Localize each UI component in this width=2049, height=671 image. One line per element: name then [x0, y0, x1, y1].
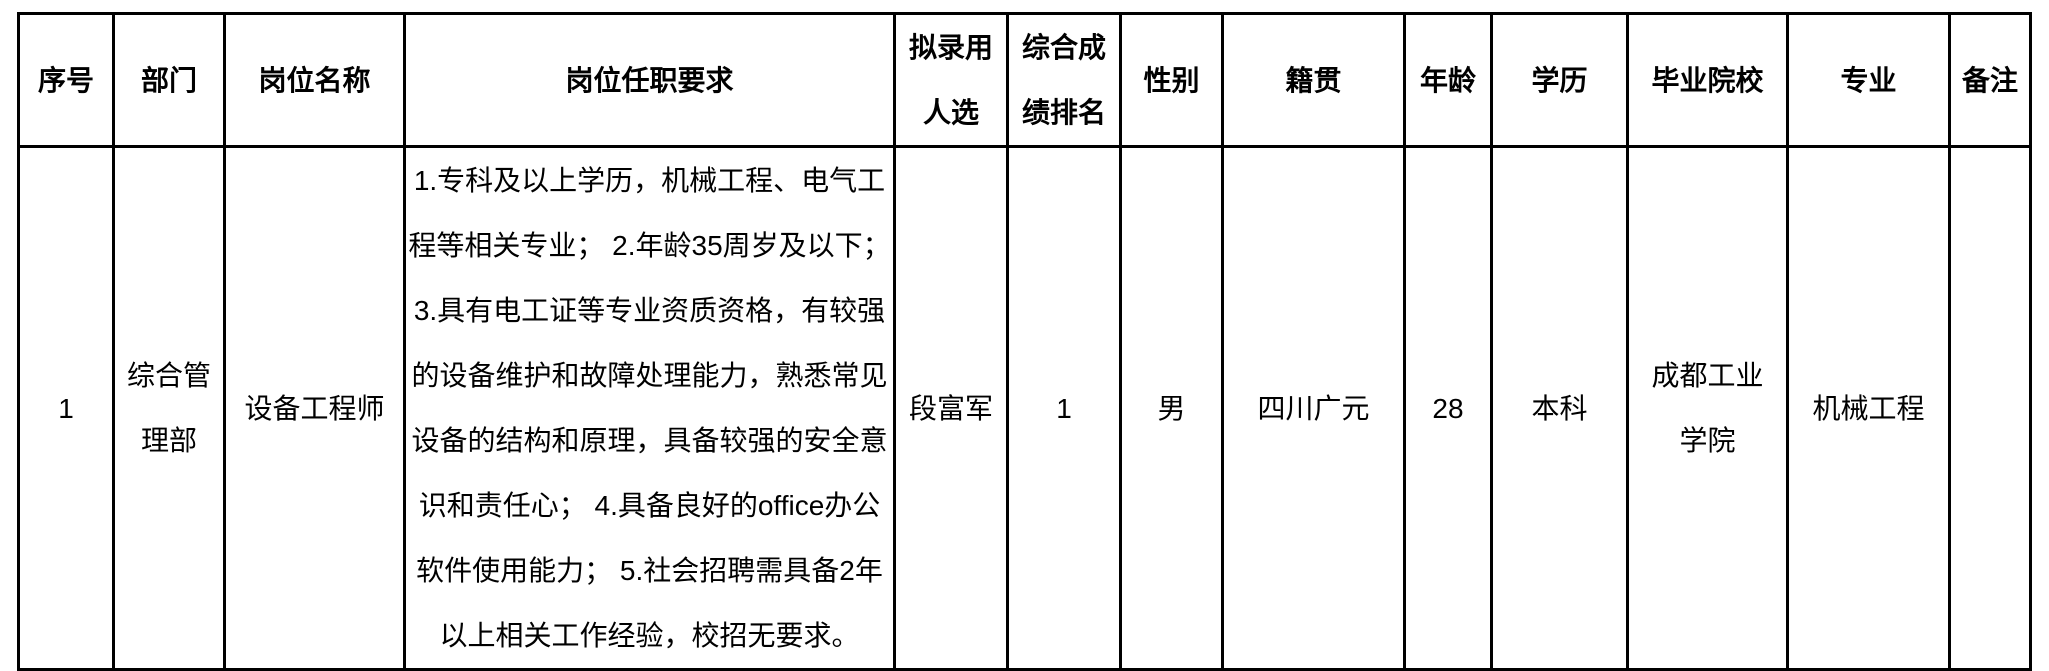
col-header-position: 岗位名称 — [223, 12, 406, 148]
recruitment-table-container: 序号 部门 岗位名称 岗位任职要求 拟录用 人选 综合成 绩排名 性别 籍贯 年… — [17, 12, 2032, 671]
col-header-age: 年龄 — [1403, 12, 1493, 148]
cell-education: 本科 — [1490, 145, 1629, 671]
recruitment-roster-table: 序号 部门 岗位名称 岗位任职要求 拟录用 人选 综合成 绩排名 性别 籍贯 年… — [17, 12, 2032, 671]
cell-rank: 1 — [1006, 145, 1122, 671]
cell-school: 成都工业 学院 — [1626, 145, 1789, 671]
col-header-origin: 籍贯 — [1221, 12, 1406, 148]
cell-index: 1 — [17, 145, 115, 671]
col-header-education: 学历 — [1490, 12, 1629, 148]
col-header-major: 专业 — [1786, 12, 1951, 148]
cell-major: 机械工程 — [1786, 145, 1951, 671]
col-header-remarks: 备注 — [1948, 12, 2032, 148]
cell-origin: 四川广元 — [1221, 145, 1406, 671]
col-header-rank: 综合成 绩排名 — [1006, 12, 1122, 148]
table-row: 1 综合管 理部 设备工程师 1.专科及以上学历，机械工程、电气工 程等相关专业… — [17, 145, 2032, 671]
col-header-requirements: 岗位任职要求 — [403, 12, 896, 148]
col-header-index: 序号 — [17, 12, 115, 148]
cell-department: 综合管 理部 — [112, 145, 226, 671]
header-row: 序号 部门 岗位名称 岗位任职要求 拟录用 人选 综合成 绩排名 性别 籍贯 年… — [17, 12, 2032, 148]
cell-gender: 男 — [1119, 145, 1224, 671]
col-header-department: 部门 — [112, 12, 226, 148]
cell-remarks — [1948, 145, 2032, 671]
col-header-gender: 性别 — [1119, 12, 1224, 148]
col-header-school: 毕业院校 — [1626, 12, 1789, 148]
cell-requirements: 1.专科及以上学历，机械工程、电气工 程等相关专业； 2.年龄35周岁及以下； … — [403, 145, 896, 671]
cell-position: 设备工程师 — [223, 145, 406, 671]
col-header-candidate: 拟录用 人选 — [893, 12, 1009, 148]
cell-age: 28 — [1403, 145, 1493, 671]
cell-candidate: 段富军 — [893, 145, 1009, 671]
